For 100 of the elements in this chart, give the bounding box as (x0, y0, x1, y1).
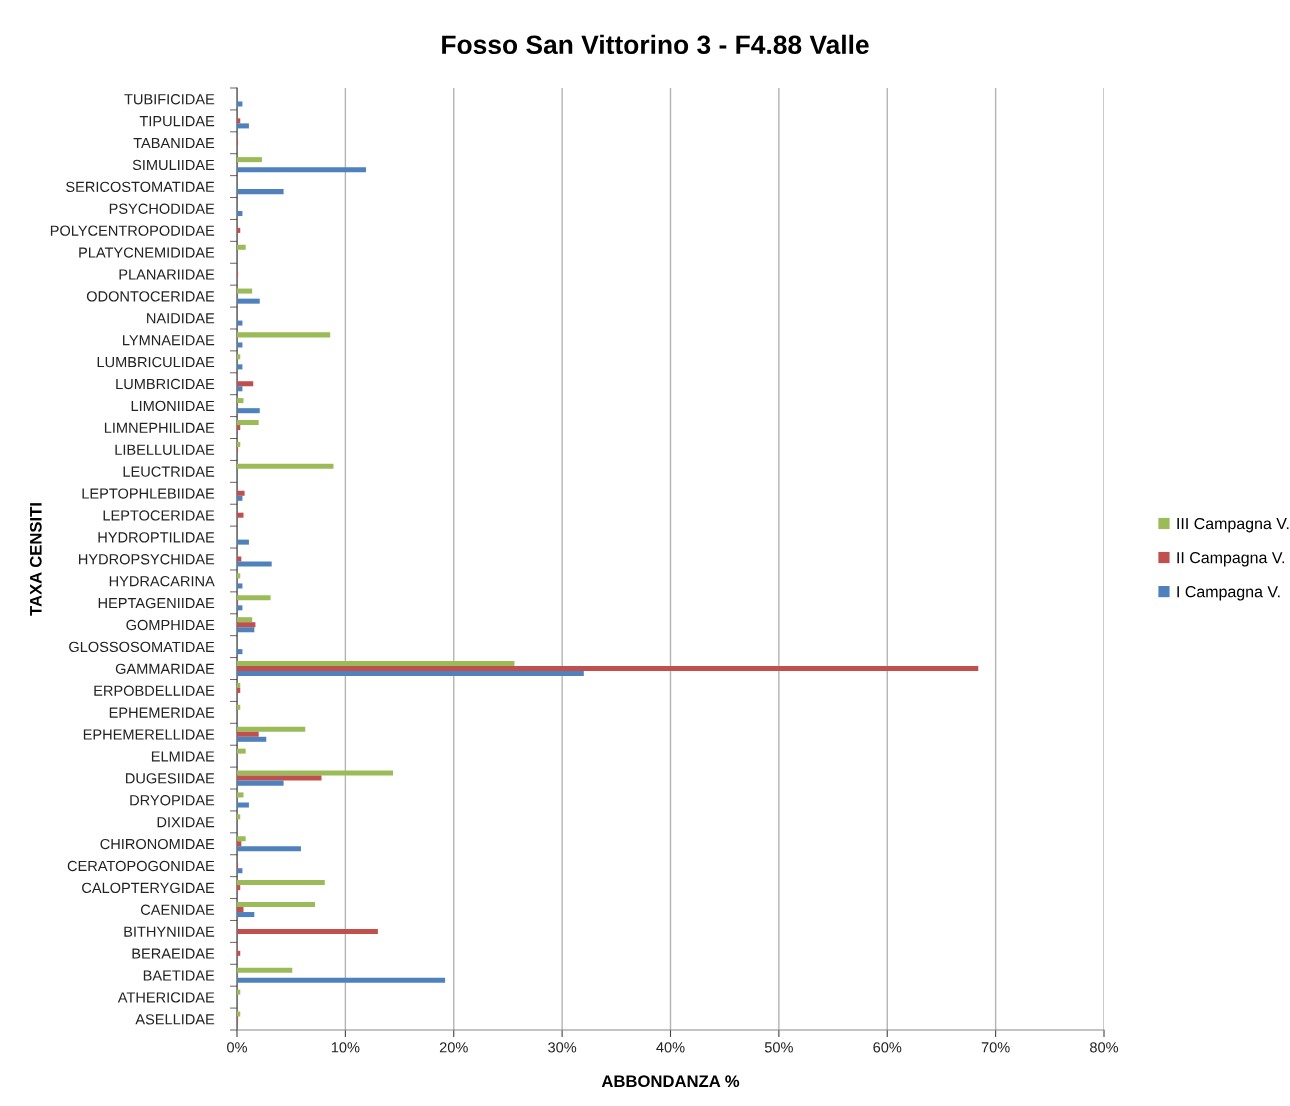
y-tick-label: EPHEMERIDAE (109, 707, 215, 718)
y-tick-label: DIXIDAE (157, 817, 215, 828)
y-tick-label: LIMONIIDAE (131, 400, 215, 412)
bar (237, 211, 243, 217)
bar (237, 660, 515, 667)
y-tick-label: LIBELLULIDAE (115, 444, 215, 455)
bar (237, 836, 246, 842)
y-tick-label: NAIDIDAE (147, 313, 215, 324)
bar (237, 441, 241, 447)
bar (237, 244, 246, 250)
bar (237, 420, 259, 426)
x-tick-label: 50% (764, 1042, 793, 1053)
y-tick-label: ELMIDAE (151, 751, 215, 762)
bar (237, 649, 243, 655)
y-tick-label: CHIRONOMIDAE (100, 838, 215, 850)
x-tick-label: 80% (1090, 1042, 1119, 1053)
bar (237, 123, 249, 129)
bar (237, 101, 243, 107)
x-tick-label: 70% (981, 1042, 1010, 1053)
bar (237, 583, 243, 589)
y-tick-label: SERICOSTOMATIDAE (66, 181, 215, 193)
y-tick-label: BITHYNIIDAE (124, 926, 215, 937)
legend-label: II Campagna V. (1177, 551, 1285, 567)
bar (237, 977, 446, 983)
bar (237, 189, 284, 195)
bar (237, 288, 253, 294)
bar (237, 704, 241, 710)
bar (237, 666, 979, 672)
bar (237, 617, 253, 623)
bar (237, 671, 584, 677)
y-axis-title: TAXA CENSITI (29, 503, 42, 616)
bar (237, 463, 334, 469)
bar (237, 906, 244, 913)
y-tick-label: LUMBRICIDAE (116, 378, 215, 390)
bar (237, 595, 271, 601)
bar (237, 775, 322, 781)
bar (237, 364, 243, 370)
bar (237, 989, 241, 995)
bar (237, 748, 246, 754)
bar (237, 561, 272, 567)
y-tick-label: PLANARIIDAE (119, 269, 215, 280)
bar (237, 298, 260, 304)
y-tick-label: CERATOPOGONIDAE (67, 860, 215, 872)
y-tick-label: TUBIFICIDAE (124, 94, 215, 105)
y-tick-label: LEPTOCERIDAE (103, 510, 215, 521)
x-tick-label: 40% (656, 1042, 685, 1053)
y-tick-label: EPHEMERELLIDAE (83, 729, 215, 740)
chart-title: Fosso San Vittorino 3 - F4.88 Valle (442, 34, 869, 55)
y-tick-label: GOMPHIDAE (126, 619, 215, 631)
y-tick-label: POLYCENTROPODIDAE (50, 225, 215, 236)
legend-label: I Campagna V. (1177, 586, 1280, 601)
bar (237, 167, 366, 173)
bar (237, 682, 241, 688)
y-tick-label: ASELLIDAE (135, 1014, 215, 1025)
bar (237, 928, 378, 934)
bar (237, 868, 243, 874)
bar (237, 425, 241, 431)
bar (237, 381, 254, 387)
y-tick-label: TIPULIDAE (139, 116, 215, 127)
bar (237, 539, 249, 545)
y-tick-label: CALOPTERYGIDAE (82, 882, 215, 894)
y-tick-label: DUGESIIDAE (126, 773, 215, 784)
bar (237, 342, 243, 348)
x-tick-label: 20% (439, 1042, 468, 1053)
bar (237, 846, 301, 852)
y-tick-label: LEPTOPHLEBIIDAE (82, 488, 215, 499)
bar (237, 726, 306, 732)
bar (237, 157, 262, 163)
y-tick-label: BAETIDAE (143, 970, 215, 981)
bar (237, 398, 244, 404)
bar (237, 780, 284, 786)
bar (237, 885, 241, 891)
bar (237, 770, 394, 776)
bar (237, 320, 243, 326)
y-tick-label: ATHERICIDAE (117, 992, 215, 1003)
y-tick-label: CAENIDAE (140, 904, 215, 915)
y-tick-label: SIMULIIDAE (132, 159, 215, 171)
bar (237, 490, 245, 496)
bar (237, 1011, 241, 1017)
bar (237, 495, 243, 501)
bar (237, 118, 241, 124)
x-tick-label: 30% (548, 1042, 577, 1053)
bar (237, 556, 242, 562)
y-tick-label: LIMNEPHILIDAE (104, 422, 215, 433)
y-tick-label: ERPOBDELLIDAE (94, 685, 215, 696)
y-tick-label: HYDRACARINA (109, 576, 215, 587)
bar (237, 950, 241, 956)
y-tick-label: HEPTAGENIIDAE (98, 597, 215, 609)
bar (237, 408, 260, 414)
bar (237, 627, 255, 633)
legend-label: III Campagna V. (1177, 517, 1289, 533)
y-tick-label: PSYCHODIDAE (109, 203, 215, 214)
bar (237, 605, 243, 611)
bar (237, 332, 331, 338)
y-tick-label: GAMMARIDAE (115, 663, 215, 674)
x-tick-label: 10% (331, 1042, 360, 1053)
bar (237, 731, 259, 737)
y-tick-label: LEUCTRIDAE (123, 466, 215, 477)
y-tick-label: HYDROPSYCHIDAE (79, 554, 215, 565)
bar (237, 912, 255, 918)
